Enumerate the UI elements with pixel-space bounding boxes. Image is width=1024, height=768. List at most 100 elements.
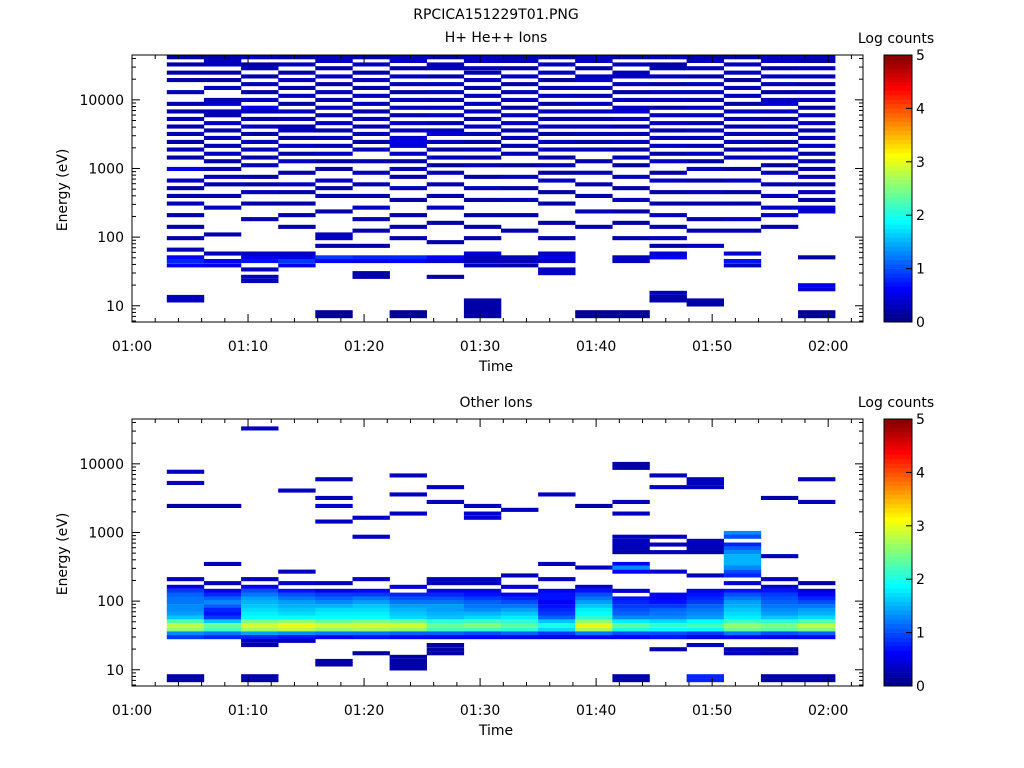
- colorbar-step: [884, 641, 912, 647]
- heatmap-cell: [798, 97, 836, 102]
- heatmap-cell: [760, 584, 799, 589]
- heatmap-cell: [203, 600, 242, 605]
- colorbar-step: [884, 508, 912, 513]
- heatmap-cell: [723, 627, 762, 632]
- heatmap-cell: [352, 182, 390, 187]
- heatmap-cell: [352, 170, 390, 175]
- heatmap-cell: [241, 190, 279, 195]
- heatmap-cell: [798, 55, 836, 60]
- heatmap-cell: [203, 58, 242, 63]
- heatmap-cell: [426, 147, 465, 152]
- heatmap-cell: [612, 611, 650, 616]
- heatmap-cell: [426, 220, 465, 225]
- heatmap-cell: [241, 604, 279, 609]
- y-axis-label: Energy (eV): [55, 149, 71, 232]
- heatmap-cell: [241, 182, 279, 187]
- heatmap-cell: [203, 263, 242, 268]
- heatmap-cell: [501, 105, 539, 110]
- heatmap-cell: [241, 596, 279, 601]
- heatmap-cell: [538, 155, 576, 160]
- heatmap-cell: [241, 105, 279, 110]
- heatmap-cell: [352, 611, 390, 616]
- heatmap-cell: [315, 627, 353, 632]
- heatmap-cell: [798, 82, 836, 87]
- colorbar-step: [884, 543, 912, 549]
- heatmap-cell: [686, 82, 724, 87]
- heatmap-cell: [426, 131, 465, 136]
- heatmap-cell: [538, 577, 576, 582]
- heatmap-cell: [798, 611, 836, 616]
- heatmap-cell: [241, 109, 279, 114]
- heatmap-cell: [166, 155, 205, 160]
- colorbar-step: [884, 179, 912, 185]
- colorbar-step: [884, 610, 912, 616]
- heatmap-cell: [723, 565, 762, 570]
- heatmap-cell: [723, 647, 762, 652]
- heatmap-cell: [315, 600, 353, 605]
- heatmap-cell: [278, 55, 316, 60]
- heatmap-cell: [649, 473, 687, 478]
- heatmap-cell: [463, 503, 502, 508]
- heatmap-cell: [686, 143, 724, 148]
- heatmap-cell: [798, 113, 836, 118]
- heatmap-cell: [426, 105, 465, 110]
- heatmap-cell: [315, 151, 353, 156]
- heatmap-cell: [278, 255, 316, 260]
- colorbar-step: [884, 583, 912, 589]
- heatmap-cell: [760, 651, 799, 656]
- heatmap-cell: [352, 577, 390, 582]
- heatmap-cell: [760, 554, 799, 559]
- heatmap-cell: [315, 259, 353, 264]
- heatmap-cell: [203, 101, 242, 106]
- heatmap-cell: [538, 259, 576, 264]
- heatmap-cell: [389, 511, 427, 516]
- heatmap-cell: [166, 224, 205, 229]
- heatmap-cell: [649, 224, 687, 229]
- colorbar-step: [884, 565, 912, 571]
- heatmap-cell: [203, 635, 242, 640]
- x-axis-label: Time: [478, 723, 513, 739]
- heatmap-cell: [538, 116, 576, 121]
- heatmap-cell: [241, 116, 279, 121]
- heatmap-cell: [575, 596, 613, 601]
- heatmap-cell: [278, 623, 316, 628]
- heatmap-cell: [278, 62, 316, 67]
- heatmap-cell: [315, 209, 353, 214]
- heatmap-cell: [612, 74, 650, 79]
- heatmap-cell: [241, 426, 279, 431]
- heatmap-cell: [352, 623, 390, 628]
- heatmap-cell: [166, 124, 205, 129]
- heatmap-cell: [463, 70, 502, 75]
- heatmap-cell: [241, 155, 279, 160]
- y-axis-label: Energy (eV): [55, 513, 71, 596]
- heatmap-cell: [463, 163, 502, 168]
- heatmap-cell: [686, 604, 724, 609]
- heatmap-cell: [278, 159, 316, 164]
- heatmap-cell: [241, 674, 279, 679]
- heatmap-cell: [575, 159, 613, 164]
- heatmap-cell: [760, 224, 799, 229]
- heatmap-cell: [315, 143, 353, 148]
- heatmap-cell: [389, 224, 427, 229]
- heatmap-cell: [538, 627, 576, 632]
- heatmap-cell: [278, 224, 316, 229]
- panel-title: H+ He++ Ions: [445, 30, 548, 46]
- heatmap-cell: [203, 623, 242, 628]
- heatmap-cell: [278, 135, 316, 140]
- y-tick-label: 10: [106, 299, 124, 315]
- heatmap-cell: [203, 121, 242, 126]
- colorbar-step: [884, 157, 912, 163]
- heatmap-cell: [575, 623, 613, 628]
- heatmap-cell: [241, 55, 279, 60]
- heatmap-cell: [723, 190, 762, 195]
- heatmap-cell: [798, 166, 836, 171]
- colorbar-step: [884, 210, 912, 216]
- heatmap-cell: [798, 151, 836, 156]
- heatmap-cell: [798, 310, 836, 315]
- heatmap-cell: [649, 600, 687, 605]
- heatmap-cell: [575, 627, 613, 632]
- colorbar-step: [884, 579, 912, 584]
- colorbar-step: [884, 264, 912, 269]
- heatmap-cell: [612, 635, 650, 640]
- heatmap-cell: [686, 546, 724, 551]
